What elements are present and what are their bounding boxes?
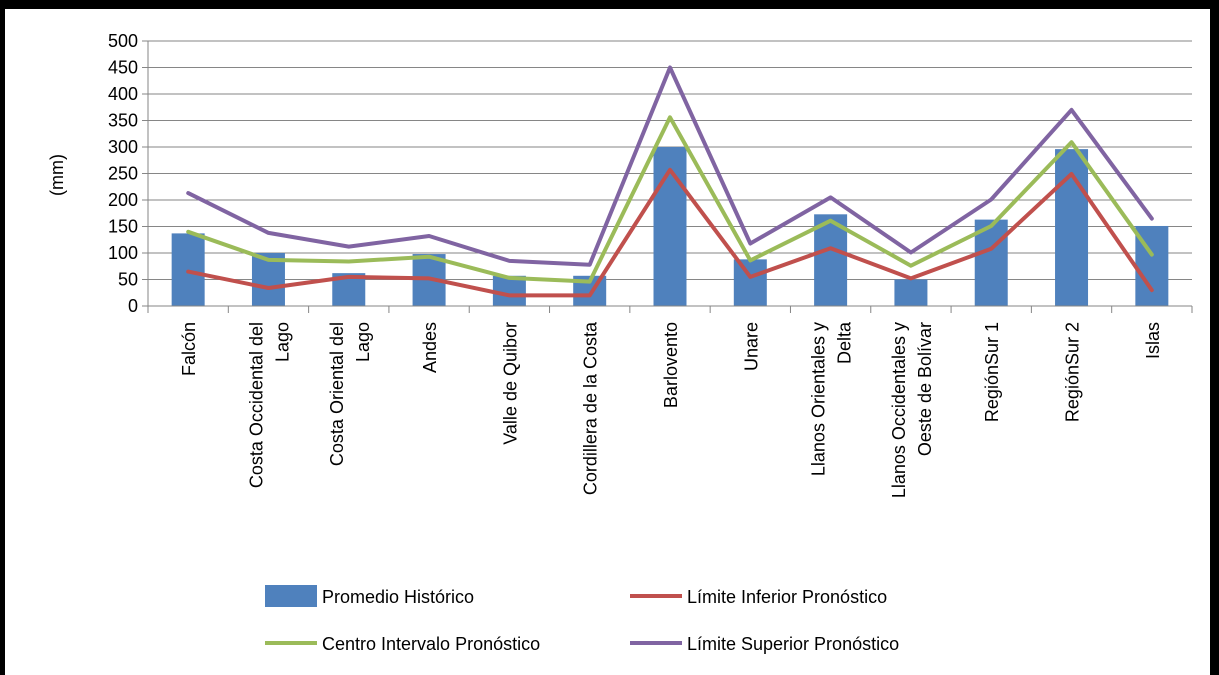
series-line xyxy=(186,115,1154,284)
y-tick-label: 100 xyxy=(108,243,138,263)
x-category-label: Valle de Quibor xyxy=(500,322,520,445)
y-tick-label: 50 xyxy=(118,270,138,290)
legend-swatch xyxy=(265,585,317,607)
legend-label: Límite Inferior Pronóstico xyxy=(687,587,887,607)
x-category-label: Unare xyxy=(741,322,761,371)
legend-label: Centro Intervalo Pronóstico xyxy=(322,634,540,654)
bar xyxy=(492,275,526,306)
x-category-label: Islas xyxy=(1143,322,1163,359)
x-category-label: Lago xyxy=(273,322,293,362)
legend-label: Promedio Histórico xyxy=(322,587,474,607)
x-category-label: Falcón xyxy=(179,322,199,376)
x-category-label: Llanos Occidentales y xyxy=(889,322,909,498)
bar xyxy=(814,214,848,306)
x-category-label: Cordillera de la Costa xyxy=(581,321,601,495)
bar xyxy=(733,259,767,306)
legend-label: Límite Superior Pronóstico xyxy=(687,634,899,654)
x-category-label: Barlovento xyxy=(661,322,681,408)
x-category-label: Andes xyxy=(420,322,440,373)
bar xyxy=(894,279,928,306)
x-category-label: RegiónSur 1 xyxy=(982,322,1002,422)
legend: Promedio Histórico Límite Inferior Pronós… xyxy=(265,585,899,654)
y-tick-label: 150 xyxy=(108,217,138,237)
x-category-label: Llanos Orientales y xyxy=(809,322,829,476)
y-tick-label: 450 xyxy=(108,58,138,78)
x-category-labels: Falcón Costa Occidental del Lago Costa Orie… xyxy=(179,321,1163,498)
y-tick-label: 350 xyxy=(108,111,138,131)
y-tick-label: 500 xyxy=(108,31,138,51)
bar xyxy=(974,219,1008,306)
axes xyxy=(147,41,1193,313)
y-tick-label: 300 xyxy=(108,137,138,157)
x-category-label: Delta xyxy=(835,321,855,364)
x-category-label: Lago xyxy=(353,322,373,362)
y-tick-label: 400 xyxy=(108,84,138,104)
series-line xyxy=(186,167,1154,298)
bars xyxy=(171,147,1169,306)
x-category-label: RegiónSur 2 xyxy=(1063,322,1083,422)
y-tick-label: 250 xyxy=(108,164,138,184)
y-tick-label: 200 xyxy=(108,190,138,210)
x-category-label: Costa Occidental del xyxy=(247,322,267,488)
y-axis-title: (mm) xyxy=(47,154,67,196)
series-line xyxy=(186,65,1154,267)
y-tick-labels: 0 50 100 150 200 250 300 350 400 450 500 xyxy=(108,31,138,316)
x-category-label: Oeste de Bolívar xyxy=(915,322,935,456)
x-category-label: Costa Oriental del xyxy=(327,322,347,466)
series-lines xyxy=(186,65,1154,298)
y-tick-label: 0 xyxy=(128,296,138,316)
